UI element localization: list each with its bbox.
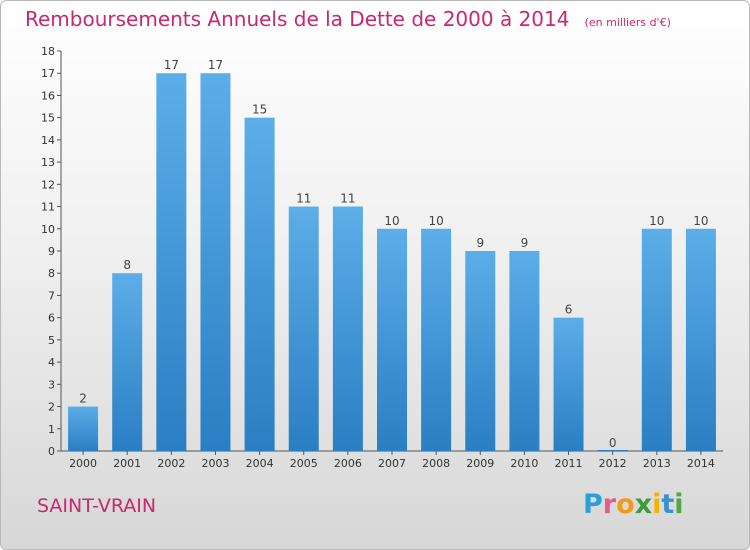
- y-tick-label: 14: [41, 134, 55, 147]
- data-label: 15: [252, 103, 267, 117]
- y-tick-label: 17: [41, 67, 55, 80]
- y-tick-label: 18: [41, 45, 55, 58]
- logo-letter: o: [616, 489, 635, 520]
- y-tick-label: 7: [48, 289, 55, 302]
- bar: [465, 251, 496, 451]
- y-tick-label: 8: [48, 267, 55, 280]
- chart-unit: (en milliers d'€): [584, 16, 671, 29]
- logo-letter: x: [634, 489, 653, 520]
- bar: [288, 206, 319, 451]
- bar: [641, 228, 672, 451]
- bar: [421, 228, 452, 451]
- x-axis-ticks: 2000 2001 2002 2003 2004 2005 2006 2007 2008 2009…: [69, 451, 715, 470]
- y-tick-label: 3: [48, 378, 55, 391]
- data-label: 11: [340, 192, 355, 206]
- bar: [244, 117, 275, 452]
- y-tick-label: 10: [41, 223, 55, 236]
- y-tick-label: 12: [41, 178, 55, 191]
- bars: [68, 73, 716, 452]
- y-tick-label: 2: [48, 401, 55, 414]
- y-tick-label: 9: [48, 245, 55, 258]
- bar: [597, 450, 628, 451]
- data-label: 9: [521, 236, 529, 250]
- x-tick-label: 2011: [555, 457, 583, 470]
- x-tick-label: 2008: [422, 457, 450, 470]
- y-tick-label: 15: [41, 112, 55, 125]
- commune-name: SAINT-VRAIN: [37, 495, 157, 517]
- x-tick-label: 2006: [334, 457, 362, 470]
- x-tick-label: 2007: [378, 457, 406, 470]
- logo-letter: i: [652, 489, 662, 520]
- y-tick-label: 0: [48, 445, 55, 458]
- x-tick-label: 2004: [246, 457, 274, 470]
- data-label: 17: [208, 58, 223, 72]
- bar: [200, 73, 231, 451]
- data-label: 6: [565, 303, 573, 317]
- y-tick-label: 11: [41, 201, 55, 214]
- data-label: 10: [428, 214, 443, 228]
- title-row: Remboursements Annuels de la Dette de 20…: [25, 7, 671, 31]
- data-label: 8: [123, 258, 131, 272]
- data-label: 2: [79, 392, 87, 406]
- logo-letter: r: [602, 489, 617, 520]
- data-labels: 2 8 17 17 15 11 11 10 10 9 9 6 0 10 10: [79, 58, 708, 450]
- data-label: 17: [164, 58, 179, 72]
- data-label: 9: [476, 236, 484, 250]
- x-tick-label: 2013: [643, 457, 671, 470]
- proxiti-logo[interactable]: Proxiti: [583, 489, 684, 520]
- x-tick-label: 2002: [157, 457, 185, 470]
- bar: [509, 251, 540, 451]
- data-label: 11: [296, 192, 311, 206]
- bar: [156, 73, 187, 451]
- x-tick-label: 2005: [290, 457, 318, 470]
- y-tick-label: 5: [48, 334, 55, 347]
- bar: [377, 228, 407, 451]
- bar: [332, 206, 363, 451]
- bar: [112, 273, 143, 451]
- x-tick-label: 2014: [687, 457, 715, 470]
- data-label: 10: [384, 214, 399, 228]
- x-tick-label: 2010: [510, 457, 538, 470]
- x-tick-label: 2012: [599, 457, 627, 470]
- data-label: 10: [693, 214, 708, 228]
- y-tick-label: 13: [41, 156, 55, 169]
- x-tick-label: 2009: [466, 457, 494, 470]
- y-tick-label: 16: [41, 89, 55, 102]
- logo-letter: t: [661, 489, 675, 520]
- bar: [68, 406, 99, 451]
- data-label: 0: [609, 436, 617, 450]
- bar: [685, 228, 716, 451]
- x-tick-label: 2000: [69, 457, 97, 470]
- y-tick-label: 1: [48, 423, 55, 436]
- x-tick-label: 2001: [113, 457, 141, 470]
- y-tick-label: 4: [48, 356, 55, 369]
- y-tick-label: 6: [48, 312, 55, 325]
- bar: [553, 317, 584, 451]
- data-label: 10: [649, 214, 664, 228]
- chart-title: Remboursements Annuels de la Dette de 20…: [25, 7, 570, 31]
- x-tick-label: 2003: [201, 457, 229, 470]
- logo-letter: i: [674, 489, 684, 520]
- logo-letter: P: [583, 489, 603, 520]
